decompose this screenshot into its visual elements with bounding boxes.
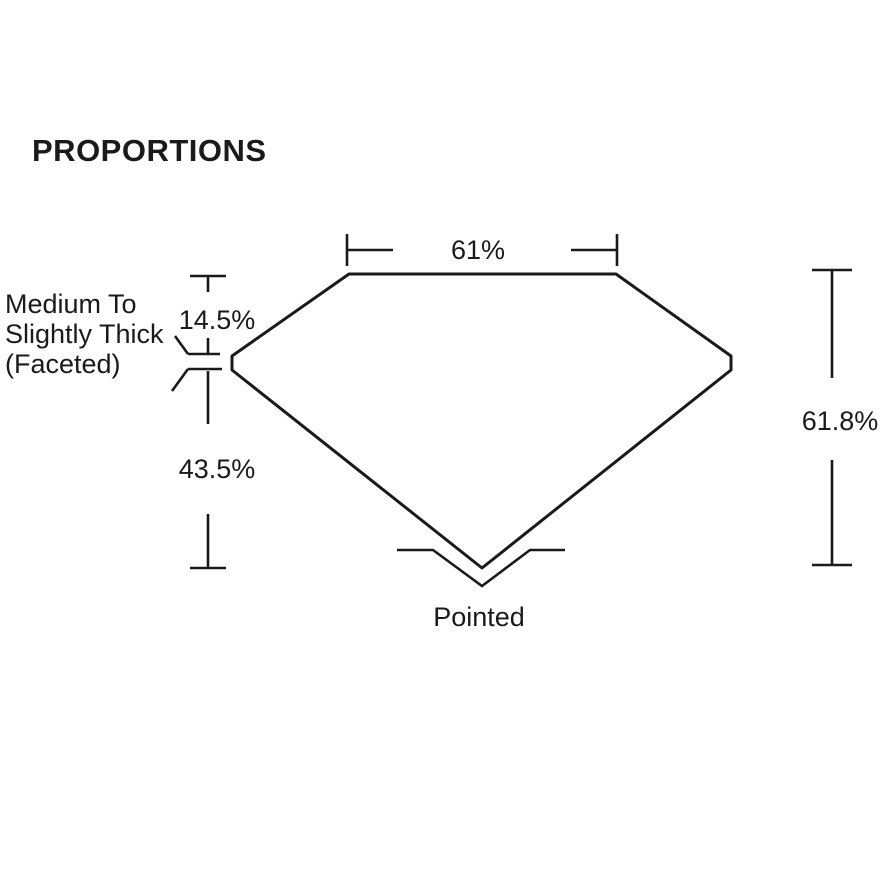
- girdle-note-line-2: Slightly Thick: [5, 319, 164, 349]
- culet-callout: Pointed: [397, 548, 565, 632]
- girdle-thickness-note: Medium To Slightly Thick (Faceted): [5, 289, 164, 379]
- girdle-bracket-top-wing: [173, 335, 190, 355]
- page-title: PROPORTIONS: [32, 133, 267, 168]
- crown-height-dimension: 14.5%: [179, 274, 256, 353]
- table-width-label: 61%: [451, 235, 505, 265]
- pavilion-depth-dimension: 43.5%: [179, 371, 256, 570]
- total-depth-dimension: 61.8%: [802, 268, 879, 567]
- diamond-outline: [230, 272, 733, 570]
- pavilion-depth-label: 43.5%: [179, 454, 256, 484]
- culet-label: Pointed: [433, 602, 525, 632]
- girdle-bracket-bottom-wing: [170, 368, 190, 392]
- girdle-bracket: [170, 335, 222, 392]
- crown-height-label: 14.5%: [179, 305, 256, 335]
- culet-callout-chevron: [397, 548, 565, 588]
- total-depth-label: 61.8%: [802, 406, 879, 436]
- girdle-note-line-1: Medium To: [5, 289, 137, 319]
- table-width-dimension: 61%: [345, 234, 619, 266]
- girdle-note-line-3: (Faceted): [5, 349, 121, 379]
